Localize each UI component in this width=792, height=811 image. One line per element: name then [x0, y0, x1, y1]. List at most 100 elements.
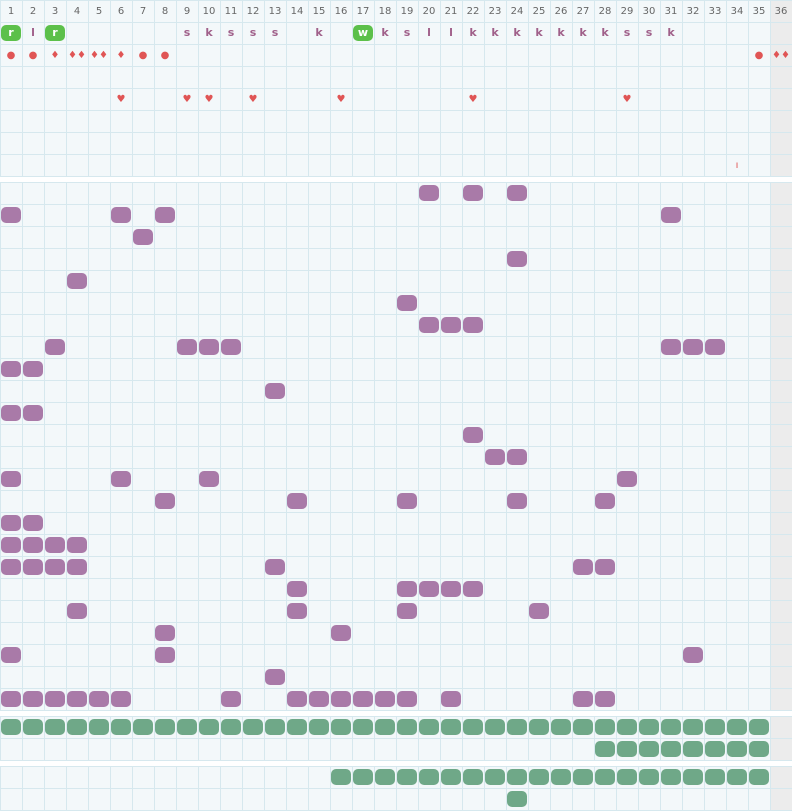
column-number: 34 [731, 6, 744, 17]
column-number: 21 [445, 6, 458, 17]
icon: ● [29, 50, 38, 61]
main-tile [419, 317, 439, 333]
main-tile [419, 185, 439, 201]
green-tile [67, 719, 87, 735]
column-number: 24 [511, 6, 524, 17]
main-tile [331, 625, 351, 641]
green-tile [551, 769, 571, 785]
main-tile [661, 207, 681, 223]
letter: r [8, 26, 14, 39]
main-tile [133, 229, 153, 245]
main-tile [1, 515, 21, 531]
column-number: 5 [96, 6, 102, 17]
main-tile [221, 339, 241, 355]
main-tile [419, 581, 439, 597]
green-tile [551, 719, 571, 735]
letter: k [469, 26, 477, 39]
main-tile [45, 339, 65, 355]
main-tile [45, 559, 65, 575]
green-tile [727, 769, 747, 785]
column-number: 2 [30, 6, 36, 17]
main-tile [507, 493, 527, 509]
main-tile [1, 691, 21, 707]
main-tile [1, 405, 21, 421]
main-tile [463, 185, 483, 201]
section-bg-last [770, 0, 792, 22]
green-tile [287, 719, 307, 735]
letter: l [31, 26, 35, 39]
letter: w [358, 26, 368, 39]
letter: k [491, 26, 499, 39]
green-tile [441, 719, 461, 735]
green-tile [661, 769, 681, 785]
column-number: 33 [709, 6, 722, 17]
column-number: 17 [357, 6, 370, 17]
green-tile [617, 741, 637, 757]
column-number: 23 [489, 6, 502, 17]
column-number: 18 [379, 6, 392, 17]
main-tile [67, 603, 87, 619]
letter: s [272, 26, 279, 39]
column-number: 8 [162, 6, 168, 17]
green-tile [485, 719, 505, 735]
column-number: 12 [247, 6, 260, 17]
green-tile [749, 741, 769, 757]
icon: ♥ [183, 94, 192, 105]
green-tile [507, 791, 527, 807]
main-tile [507, 449, 527, 465]
main-tile [111, 691, 131, 707]
green-tile [705, 719, 725, 735]
green-tile [309, 719, 329, 735]
letter: k [381, 26, 389, 39]
icon: ● [755, 50, 764, 61]
main-tile [155, 207, 175, 223]
letter: k [601, 26, 609, 39]
main-tile [45, 537, 65, 553]
green-tile [529, 769, 549, 785]
column-number: 35 [753, 6, 766, 17]
main-tile [397, 603, 417, 619]
green-tile [727, 719, 747, 735]
letter: s [184, 26, 191, 39]
green-tile [353, 719, 373, 735]
letter: k [557, 26, 565, 39]
main-tile [265, 669, 285, 685]
letter-badge [45, 25, 65, 41]
main-tile [67, 559, 87, 575]
green-tile [111, 719, 131, 735]
main-tile [23, 405, 43, 421]
green-tile [485, 769, 505, 785]
main-tile [111, 471, 131, 487]
green-tile [243, 719, 263, 735]
green-tile [639, 741, 659, 757]
main-tile [155, 647, 175, 663]
green-tile [749, 719, 769, 735]
column-number: 15 [313, 6, 326, 17]
main-tile [485, 449, 505, 465]
green-tile [353, 769, 373, 785]
main-tile [287, 493, 307, 509]
green-tile [89, 719, 109, 735]
icon: ♥ [117, 94, 126, 105]
green-tile [661, 741, 681, 757]
letter: s [624, 26, 631, 39]
green-tile [463, 719, 483, 735]
main-tile [573, 691, 593, 707]
green-tile [749, 769, 769, 785]
icon: ♦♦ [772, 50, 790, 61]
icon: ● [139, 50, 148, 61]
green-tile [661, 719, 681, 735]
main-tile [617, 471, 637, 487]
main-tile [1, 647, 21, 663]
main-tile [1, 361, 21, 377]
main-tile [177, 339, 197, 355]
main-tile [155, 493, 175, 509]
green-tile [221, 719, 241, 735]
green-tile [419, 769, 439, 785]
main-tile [375, 691, 395, 707]
main-tile [1, 559, 21, 575]
letter: r [52, 26, 58, 39]
main-tile [573, 559, 593, 575]
main-tile [265, 559, 285, 575]
